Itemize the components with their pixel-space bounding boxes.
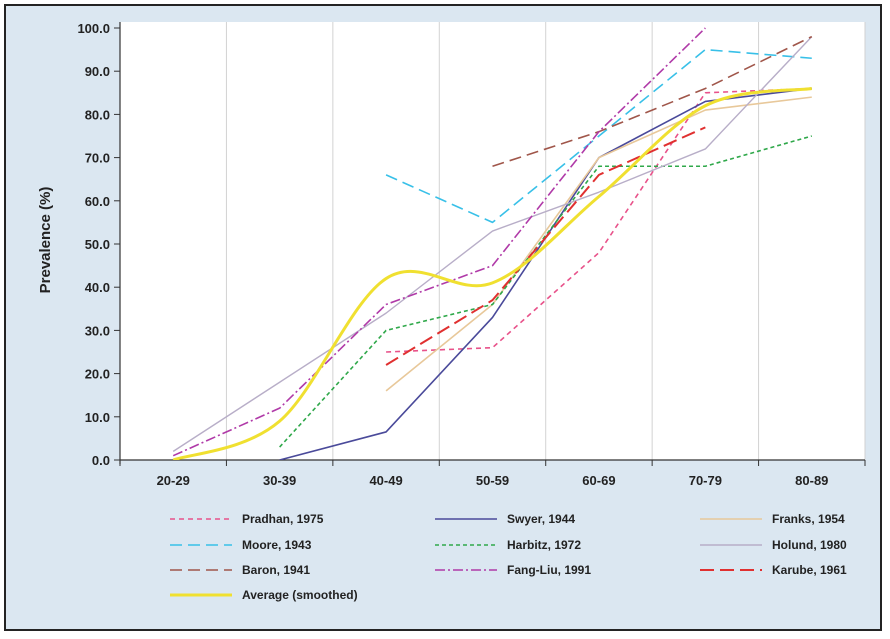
x-tick-label: 30-39 [263,473,296,488]
x-tick-label: 60-69 [582,473,615,488]
series-line-karube-1961 [385,126,706,366]
legend-label: Average (smoothed) [242,588,358,602]
legend-item-franks-1954: Franks, 1954 [700,512,845,526]
y-tick-label: 0.0 [92,453,110,468]
legend-label: Baron, 1941 [242,563,310,577]
legend-item-harbitz-1972: Harbitz, 1972 [435,538,581,552]
y-axis-label: Prevalence (%) [37,187,54,294]
y-tick-label: 40.0 [85,280,110,295]
x-tick-label: 40-49 [369,473,402,488]
y-tick-label: 80.0 [85,107,110,122]
y-tick-label: 100.0 [77,21,110,36]
y-tick-label: 60.0 [85,194,110,209]
y-tick-label: 20.0 [85,367,110,382]
legend-label: Harbitz, 1972 [507,538,581,552]
legend-item-swyer-1944: Swyer, 1944 [435,512,575,526]
x-tick-label: 80-89 [795,473,828,488]
series-line-franks-1954 [385,96,812,392]
series-line-moore-1943 [385,48,812,224]
series-line-holund-1980 [172,36,813,452]
y-tick-label: 70.0 [85,151,110,166]
plot-background [120,22,865,460]
y-tick-label: 10.0 [85,410,110,425]
legend-label: Franks, 1954 [772,512,845,526]
series-line-baron-1941 [492,35,813,168]
legend-item-holund-1980: Holund, 1980 [700,538,847,552]
x-tick-label: 70-79 [689,473,722,488]
legend-item-pradhan-1975: Pradhan, 1975 [170,512,324,526]
legend-item-moore-1943: Moore, 1943 [170,538,312,552]
x-tick-label: 50-59 [476,473,509,488]
legend-item-average-smoothed: Average (smoothed) [170,588,358,602]
y-tick-label: 30.0 [85,323,110,338]
legend-label: Karube, 1961 [772,563,847,577]
legend-label: Fang-Liu, 1991 [507,563,591,577]
x-tick-label: 20-29 [157,473,190,488]
legend-label: Pradhan, 1975 [242,512,324,526]
series-line-average-smoothed [172,86,813,460]
legend: Pradhan, 1975 Swyer, 1944 Franks, 1954 Moor… [170,512,847,602]
legend-label: Moore, 1943 [242,538,312,552]
legend-item-karube-1961: Karube, 1961 [700,563,847,577]
legend-label: Swyer, 1944 [507,512,575,526]
legend-item-baron-1941: Baron, 1941 [170,563,310,577]
legend-label: Holund, 1980 [772,538,847,552]
y-tick-label: 50.0 [85,237,110,252]
series-line-fang-liu-1991 [172,27,706,457]
y-tick-label: 90.0 [85,64,110,79]
plot-area: 0.0 10.0 20.0 30.0 40.0 50.0 60.0 70.0 80.0 90.0 1… [77,21,866,488]
legend-item-fang-liu-1991: Fang-Liu, 1991 [435,563,591,577]
